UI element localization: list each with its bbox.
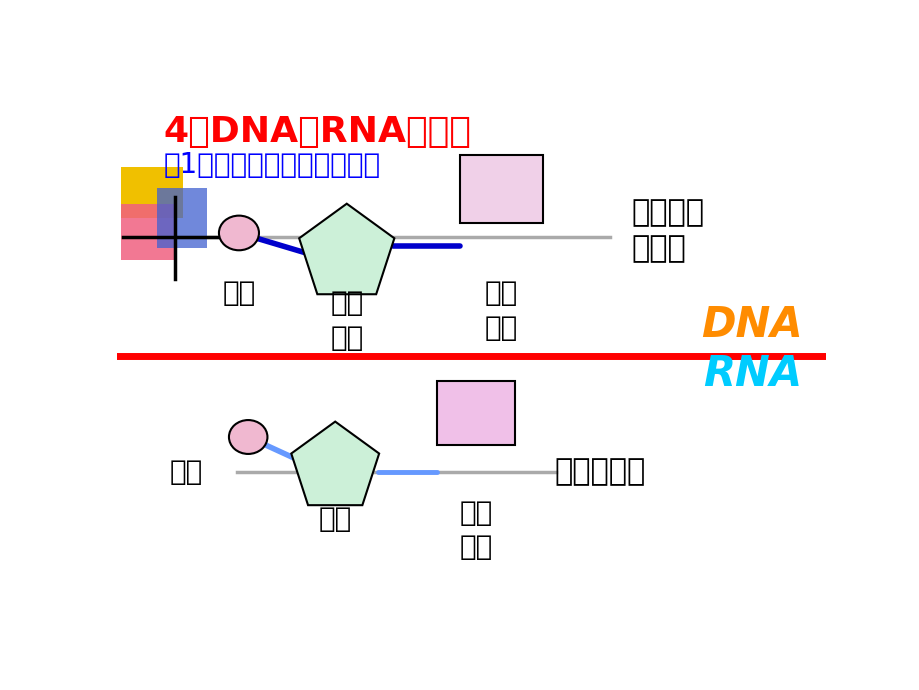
Text: 4、DNA和RNA的区别: 4、DNA和RNA的区别 [164,115,471,149]
Polygon shape [299,204,394,294]
FancyBboxPatch shape [437,381,515,444]
Text: 含氮
碱基: 含氮 碱基 [484,279,517,342]
Text: 脇氧核糖
核苷酸: 脇氧核糖 核苷酸 [631,198,704,263]
FancyBboxPatch shape [460,155,542,223]
Text: 含氮
碱基: 含氮 碱基 [459,499,493,561]
Text: 磷酸: 磷酸 [170,457,203,486]
Text: 核糖核苷酸: 核糖核苷酸 [554,457,645,486]
Text: （1）基本单位：核苷酸不同: （1）基本单位：核苷酸不同 [164,150,380,179]
Polygon shape [291,422,379,505]
Bar [121,168,183,217]
Bar [157,188,207,248]
Bar [121,204,176,260]
Ellipse shape [229,420,267,454]
Text: DNA: DNA [700,304,801,346]
Text: RNA: RNA [703,353,801,395]
Text: 磷酸: 磷酸 [222,279,255,307]
Text: 核糖: 核糖 [318,505,351,533]
Text: 脇氧
核糖: 脇氧 核糖 [330,289,363,352]
Ellipse shape [219,215,259,250]
